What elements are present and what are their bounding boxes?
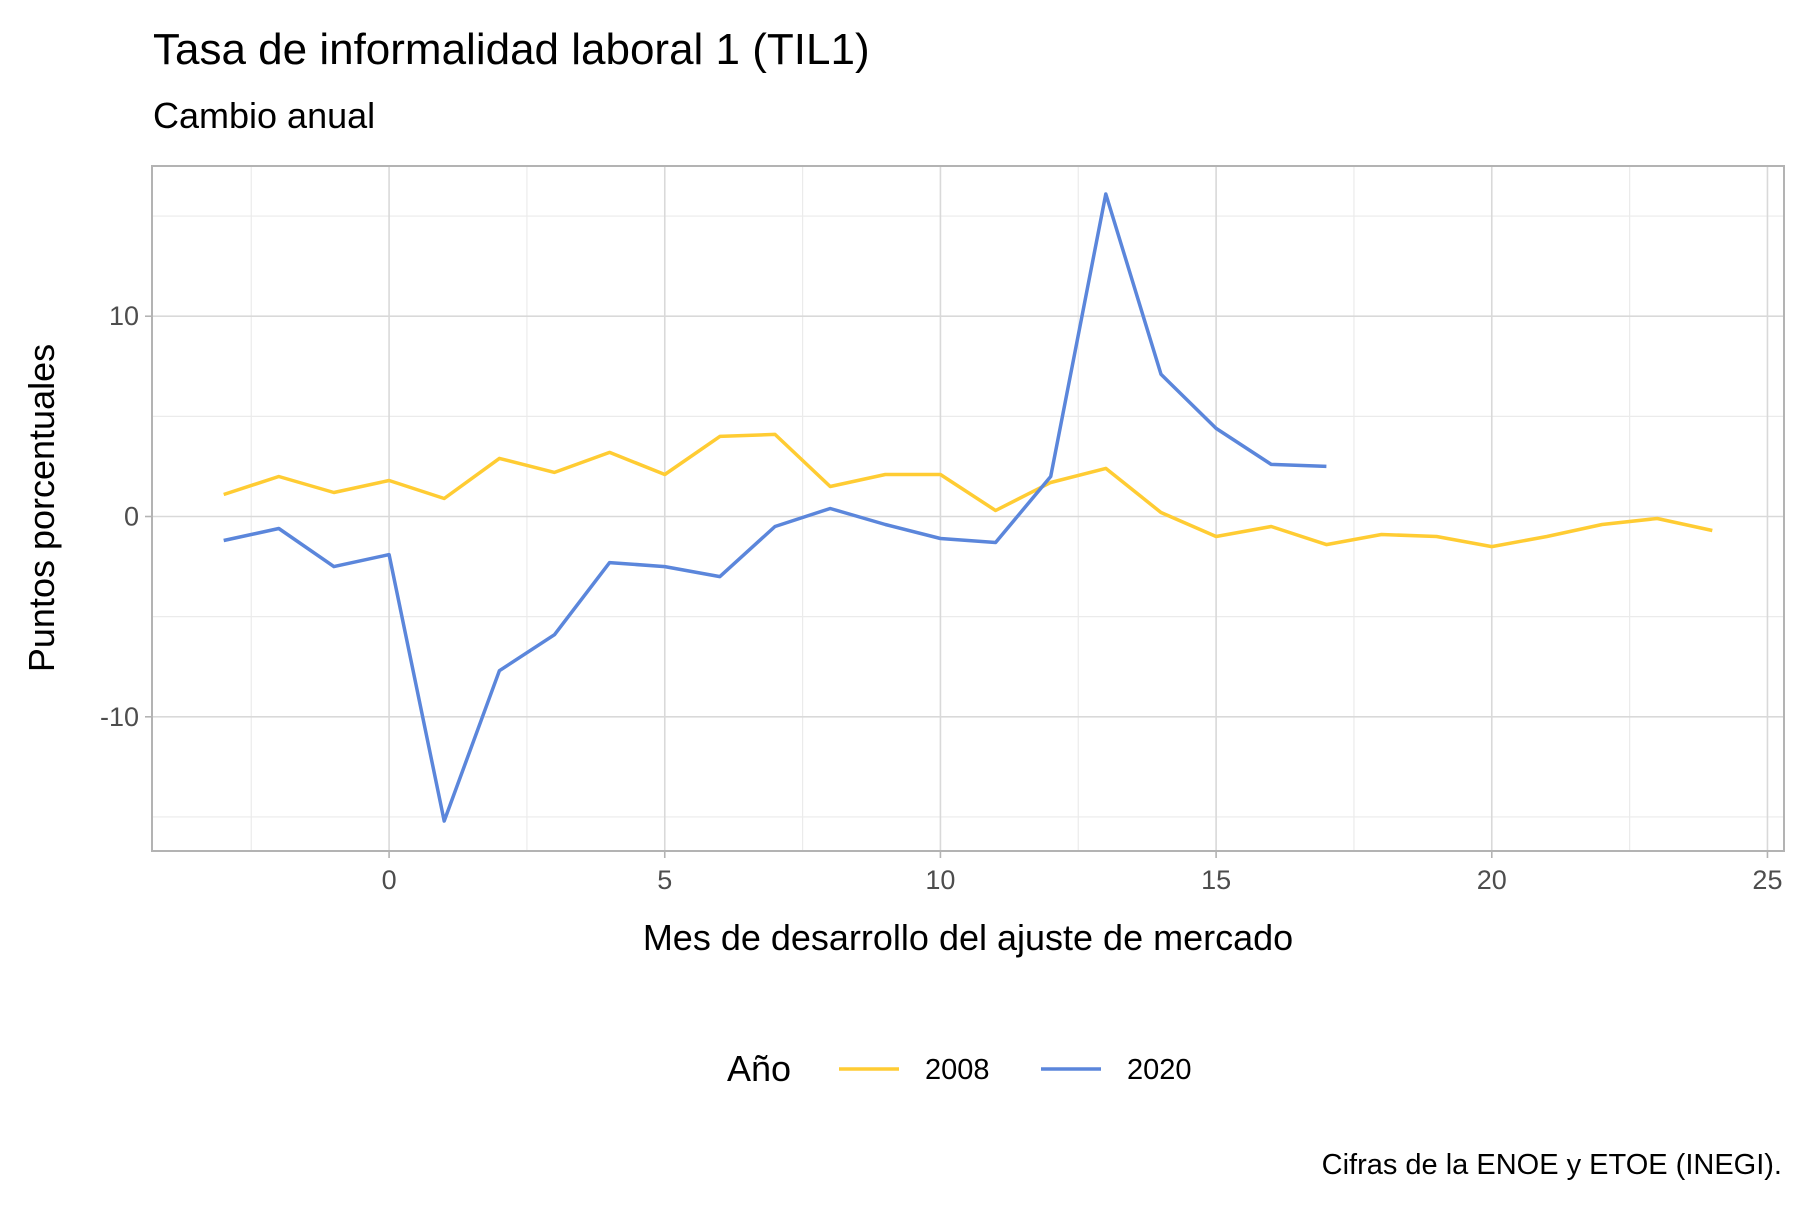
x-tick-label: 25 <box>1752 865 1782 895</box>
chart-caption: Cifras de la ENOE y ETOE (INEGI). <box>1322 1149 1782 1181</box>
x-tick-label: 20 <box>1477 865 1507 895</box>
y-tick-label: 0 <box>124 502 139 532</box>
chart-subtitle: Cambio anual <box>153 95 375 136</box>
tick-layer: 0 5 10 15 20 25 -10 0 10 <box>100 301 1783 895</box>
plot-panel <box>152 166 1784 851</box>
series-line-2008 <box>223 432 1713 549</box>
legend-label-2020: 2020 <box>1127 1054 1192 1086</box>
y-axis-title: Puntos porcentuales <box>21 344 62 672</box>
x-tick-label: 5 <box>657 865 672 895</box>
y-tick-label: -10 <box>100 702 139 732</box>
series-line-2020 <box>223 192 1327 823</box>
plot-border <box>151 165 1785 852</box>
x-axis-title: Mes de desarrollo del ajuste de mercado <box>643 917 1293 958</box>
grid-layer <box>152 166 1784 851</box>
y-tick-label: 10 <box>109 301 139 331</box>
legend-title: Año <box>727 1048 791 1089</box>
legend-label-2008: 2008 <box>925 1054 990 1086</box>
x-tick-label: 0 <box>382 865 397 895</box>
x-tick-label: 10 <box>925 865 955 895</box>
series-layer <box>223 192 1713 823</box>
x-tick-label: 15 <box>1201 865 1231 895</box>
legend: Año 2008 2020 <box>727 1048 1192 1089</box>
chart-title: Tasa de informalidad laboral 1 (TIL1) <box>153 25 870 74</box>
